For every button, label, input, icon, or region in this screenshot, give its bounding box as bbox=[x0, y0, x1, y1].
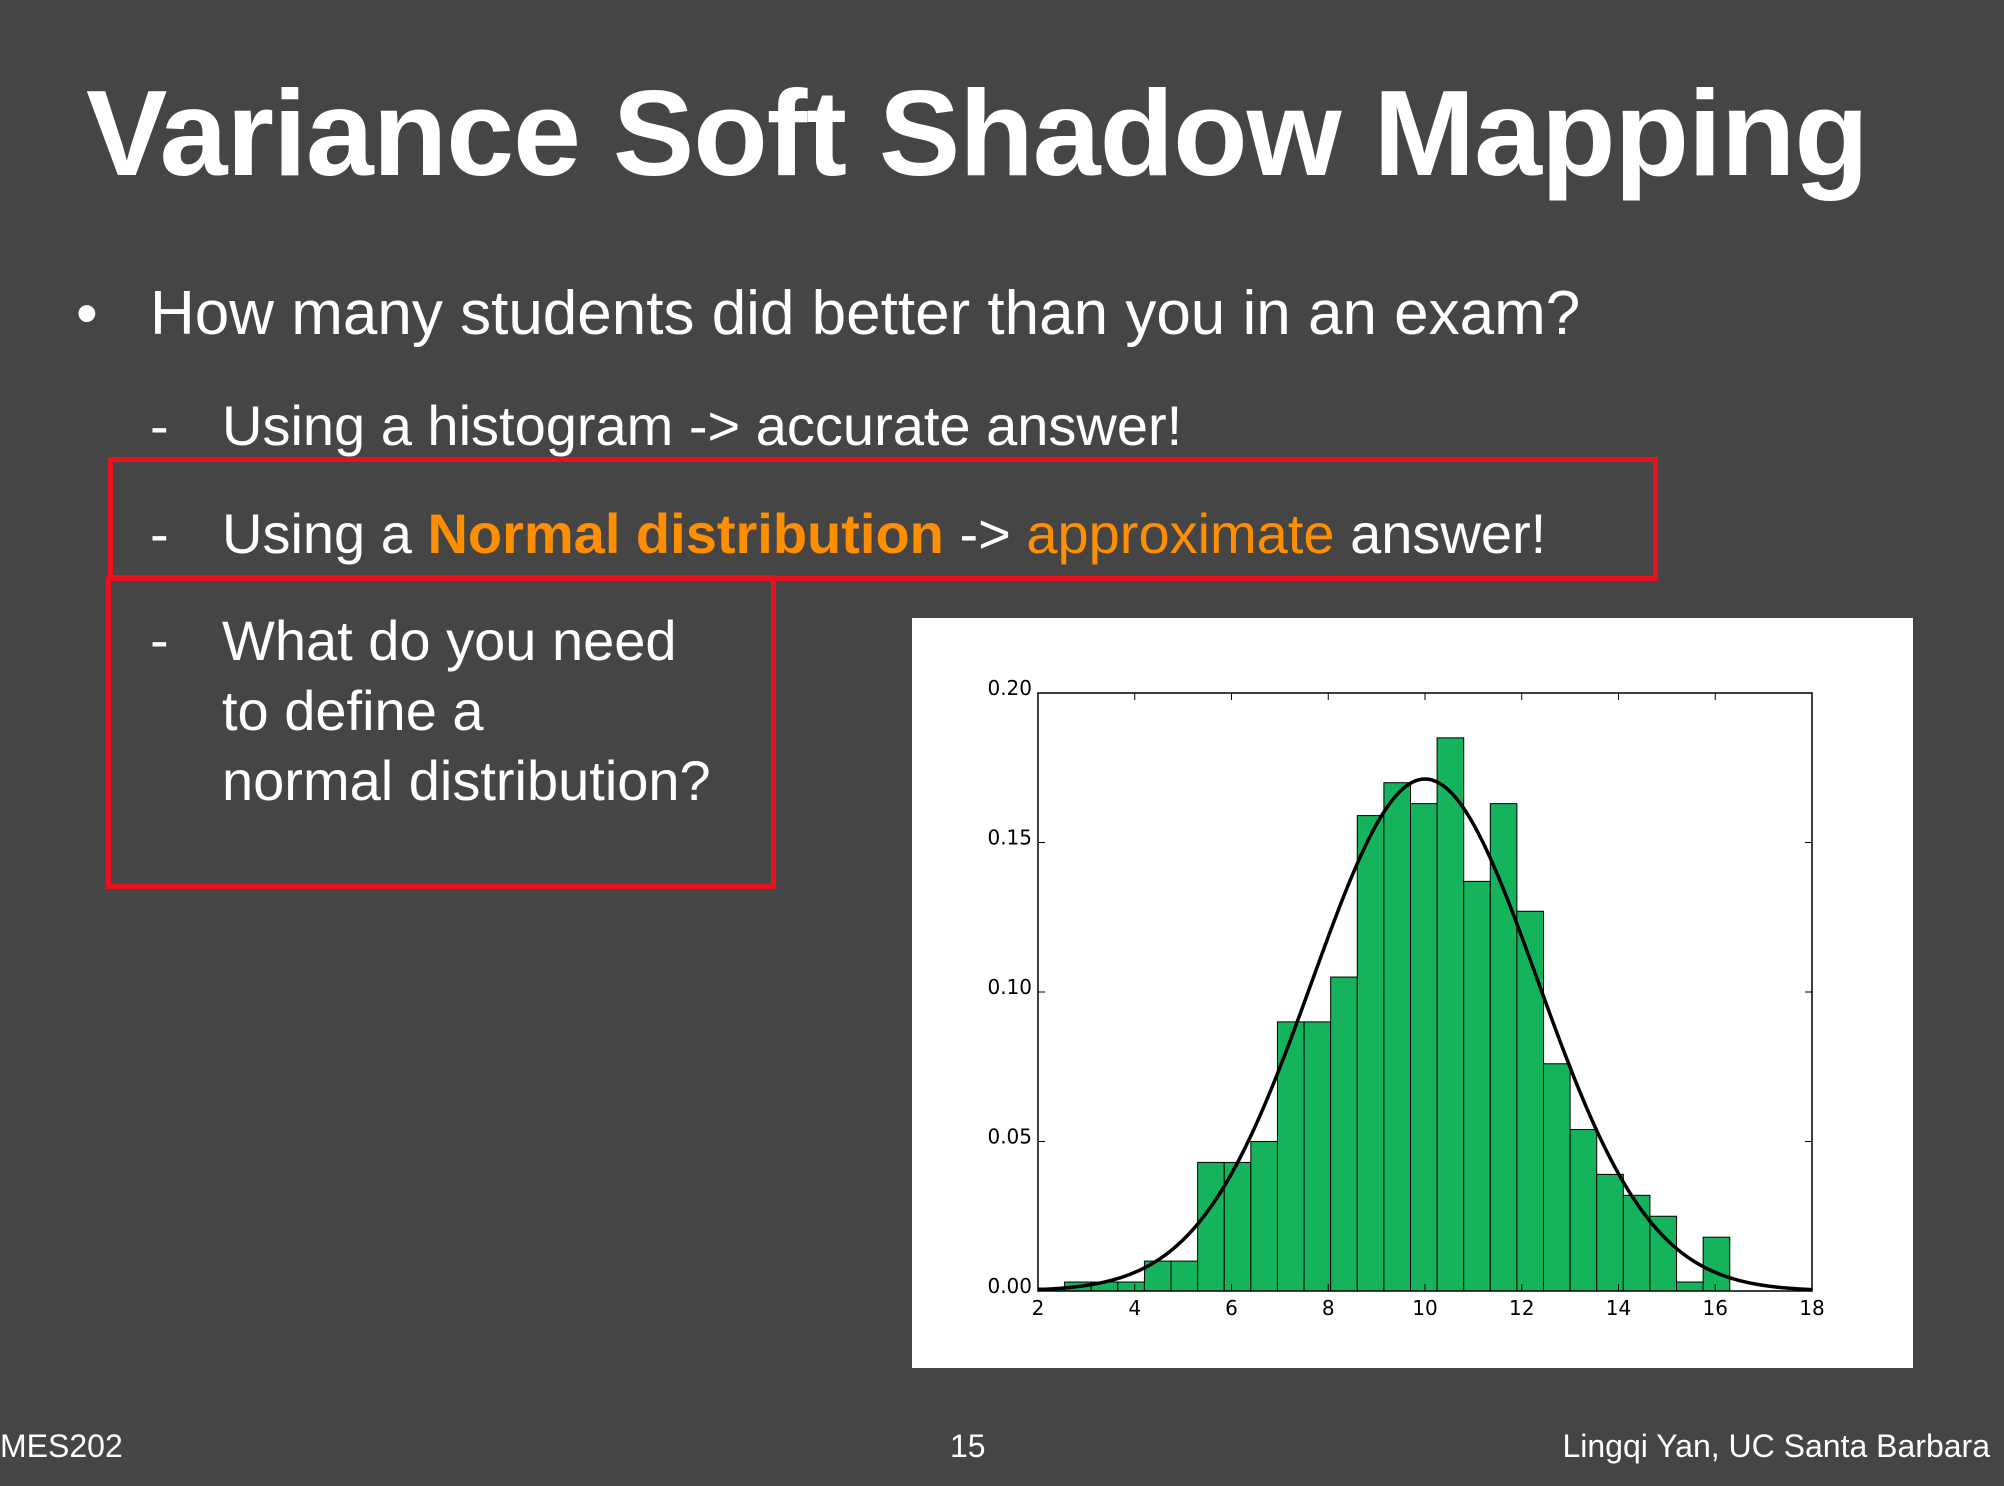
histogram-bar bbox=[1330, 976, 1358, 1292]
histogram-bar bbox=[1676, 1281, 1704, 1292]
histogram-bar bbox=[1250, 1141, 1278, 1292]
question-line-2: to define a bbox=[222, 679, 484, 742]
normal-curve bbox=[1037, 777, 1813, 1292]
histogram-bar bbox=[1702, 1236, 1731, 1292]
histogram-bar bbox=[1303, 1021, 1332, 1292]
y-tick-label: 0.10 bbox=[987, 975, 1032, 999]
approximate-highlight: approximate bbox=[1026, 502, 1335, 565]
bullet-marker: • bbox=[76, 279, 98, 348]
x-tick-label: 12 bbox=[1509, 1296, 1534, 1320]
histogram-chart: 2 4 6 8 10 12 14 16 18 0.00 0.05 0.10 0.15 0.20 bbox=[912, 618, 1913, 1368]
histogram-bar bbox=[1436, 737, 1465, 1292]
histogram-bar bbox=[1197, 1161, 1225, 1292]
dash-marker: - bbox=[150, 502, 169, 565]
x-tick-label: 14 bbox=[1606, 1296, 1631, 1320]
histogram-bar bbox=[1489, 803, 1518, 1292]
question-line-3: normal distribution? bbox=[222, 749, 711, 812]
footer-course: MES202 bbox=[0, 1428, 123, 1464]
x-tick-label: 18 bbox=[1799, 1296, 1824, 1320]
slide-title: Variance Soft Shadow Mapping bbox=[86, 65, 1869, 201]
x-tick-label: 8 bbox=[1322, 1296, 1335, 1320]
main-bullet-text: How many students did better than you in… bbox=[150, 279, 1581, 348]
question-line-1: What do you need bbox=[222, 609, 677, 672]
histogram-bar bbox=[1516, 910, 1545, 1292]
histogram-svg: 2 4 6 8 10 12 14 16 18 0.00 0.05 0.10 0.15 0.20 bbox=[987, 676, 1824, 1320]
sub-bullet-normal-suffix: answer! bbox=[1334, 502, 1547, 565]
histogram-bar bbox=[1170, 1260, 1199, 1292]
x-tick-label: 10 bbox=[1412, 1296, 1437, 1320]
histogram-bar bbox=[1383, 782, 1411, 1292]
x-tick-label: 2 bbox=[1032, 1296, 1045, 1320]
histogram-bar bbox=[1596, 1173, 1624, 1292]
x-tick-label: 16 bbox=[1703, 1296, 1728, 1320]
main-bullet: • How many students did better than you i… bbox=[76, 278, 1580, 349]
dash-marker: - bbox=[150, 394, 169, 457]
x-tick-label: 4 bbox=[1128, 1296, 1141, 1320]
x-tick-label: 6 bbox=[1225, 1296, 1238, 1320]
sub-bullet-question: - What do you need to define a normal distr… bbox=[150, 606, 711, 816]
highlight-box-question bbox=[106, 575, 776, 889]
histogram-bar bbox=[1569, 1129, 1598, 1292]
sub-bullet-normal-prefix: Using a bbox=[222, 502, 428, 565]
y-tick-label: 0.20 bbox=[987, 676, 1032, 700]
sub-bullet-normal-arrow: -> bbox=[943, 502, 1027, 565]
y-tick-label: 0.05 bbox=[987, 1125, 1032, 1149]
sub-bullet-histogram: - Using a histogram -> accurate answer! bbox=[150, 392, 1182, 459]
footer-page-number: 15 bbox=[950, 1428, 986, 1464]
histogram-bar bbox=[1463, 880, 1491, 1292]
histogram-bar bbox=[1543, 1063, 1571, 1292]
histogram-bar bbox=[1117, 1281, 1145, 1292]
histogram-bar bbox=[1223, 1161, 1252, 1292]
footer-author: Lingqi Yan, UC Santa Barbara bbox=[1562, 1428, 1990, 1464]
dash-marker: - bbox=[150, 608, 169, 671]
highlight-box-normal-distribution bbox=[108, 457, 1658, 581]
normal-distribution-highlight: Normal distribution bbox=[427, 502, 944, 565]
sub-bullet-histogram-text: Using a histogram -> accurate answer! bbox=[222, 394, 1183, 457]
histogram-bar bbox=[1622, 1194, 1651, 1292]
y-tick-label: 0.15 bbox=[987, 826, 1032, 850]
y-tick-label: 0.00 bbox=[987, 1274, 1032, 1298]
histogram-bar bbox=[1356, 815, 1385, 1292]
question-text: What do you need to define a normal distri… bbox=[222, 606, 711, 816]
sub-bullet-normal: - Using a Normal distribution -> approxim… bbox=[150, 500, 1546, 567]
histogram-bar bbox=[1409, 803, 1438, 1292]
